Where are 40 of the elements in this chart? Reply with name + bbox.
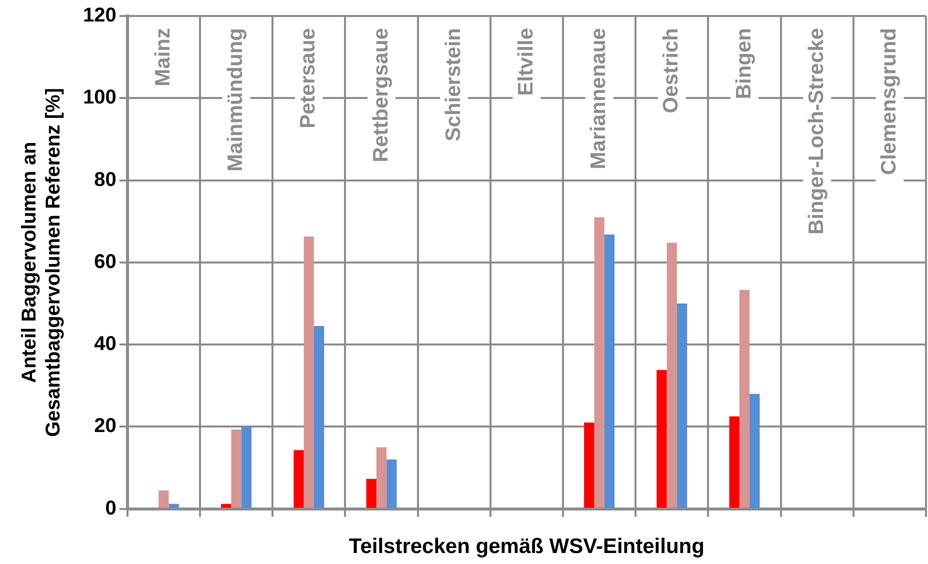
bar [386,460,397,508]
y-axis-title: Anteil Baggervolumen an Gesamtbaggervolumen Referenz [%] [18,88,65,437]
x-tick-label: Mainmündung [224,28,248,172]
bar [594,217,604,508]
x-tick-label: Mainz [151,28,174,86]
y-tick-label: 120 [82,4,116,27]
bar [294,450,304,508]
bar [584,422,594,508]
bar [750,394,760,508]
bar [168,504,179,508]
x-tick-label: Mariannenaue [587,28,610,170]
x-tick-label: Rettbergsaue [369,28,392,162]
x-tick-label: Bingen [732,28,756,100]
x-tick-label: Eltville [514,28,538,96]
bar [231,430,242,508]
bar [676,303,688,508]
bar [158,490,169,508]
bar [729,416,740,508]
x-tick-label: Petersaue [296,28,320,128]
y-tick-label: 20 [94,415,116,438]
y-tick-label: 0 [105,497,116,520]
bar [304,236,314,508]
bar [221,504,232,508]
x-tick-label: Binger-Loch-Strecke [804,28,828,235]
bar [241,426,252,508]
y-tick-label: 80 [94,168,116,191]
y-tick-label: 60 [94,250,116,273]
x-tick-label: Oestrich [660,28,683,114]
bar [314,326,324,508]
bar [666,242,677,508]
bar [376,447,387,508]
x-tick-label: Schierstein [442,28,465,142]
bar [656,370,667,508]
bar [366,478,376,508]
x-tick-label: Clemensgrund [877,28,900,176]
bar [739,290,750,508]
bar [604,234,615,508]
x-axis-title: Teilstrecken gemäß WSV-Einteilung [348,535,704,558]
y-tick-label: 100 [82,86,116,109]
y-tick-label: 40 [94,333,116,356]
